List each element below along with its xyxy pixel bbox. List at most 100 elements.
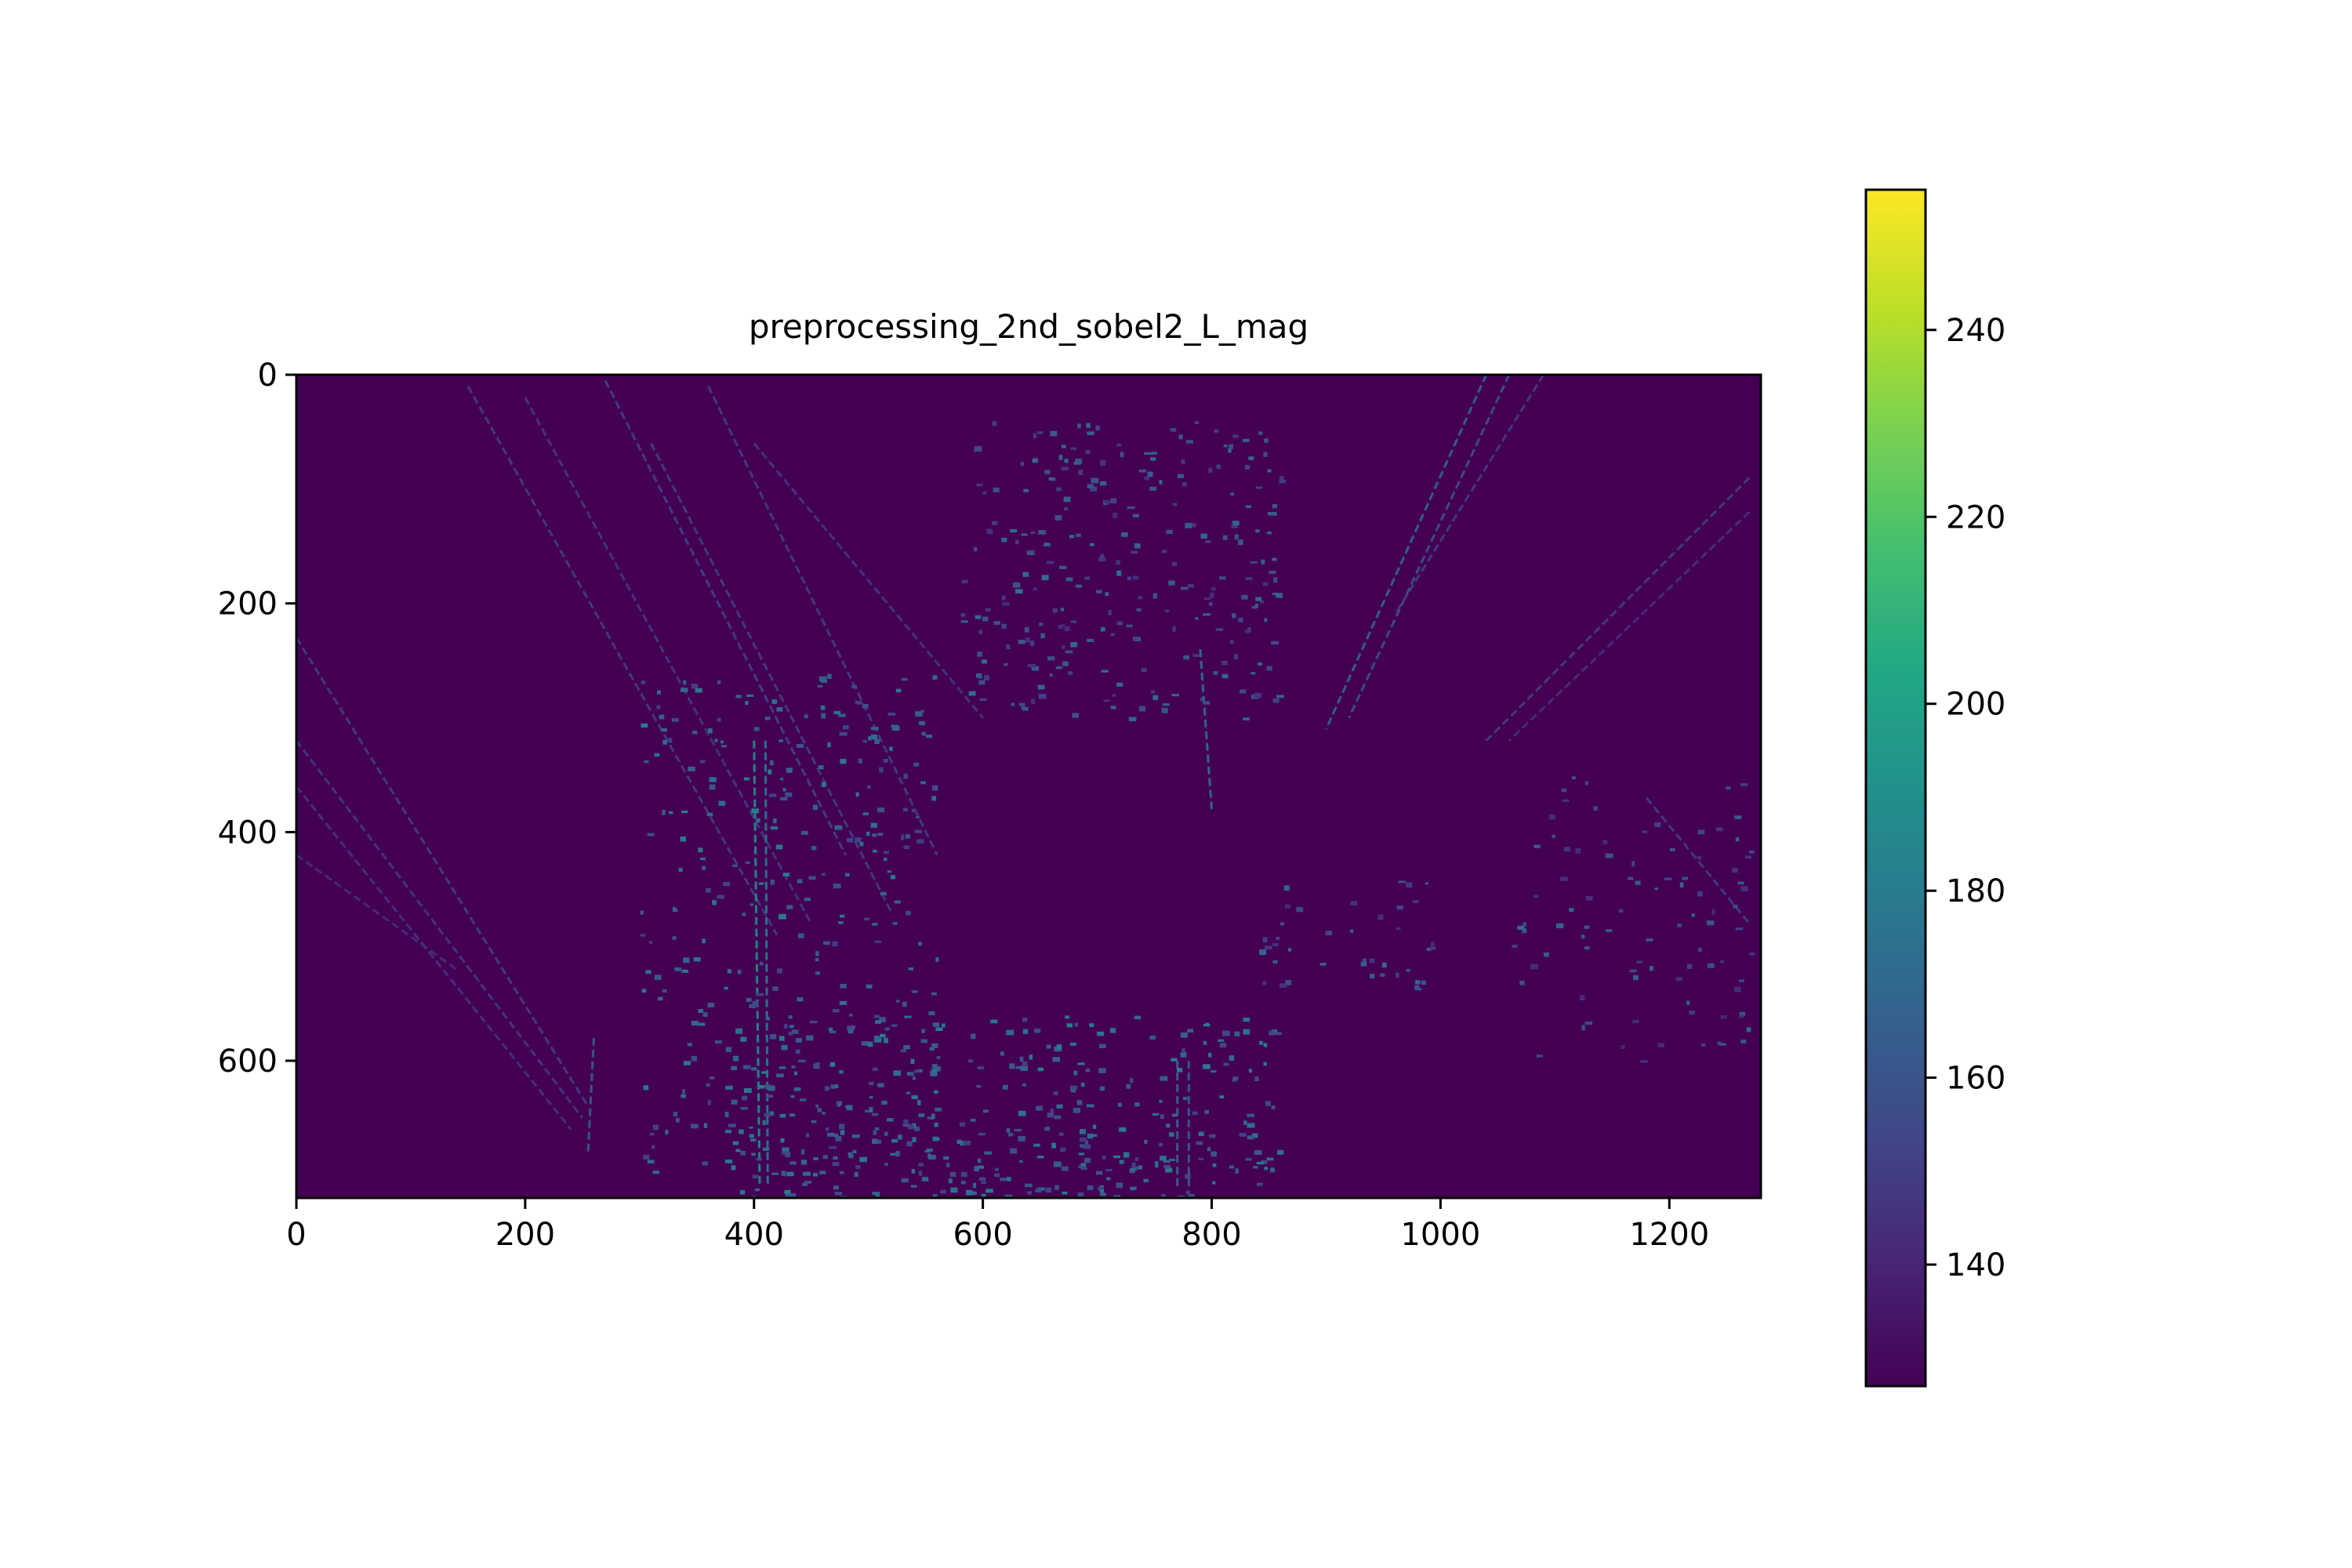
edge-speckle [1209,1134,1216,1138]
edge-speckle [1006,644,1010,649]
edge-speckle [848,1029,853,1033]
edge-speckle [1087,485,1094,488]
edge-speckle [1067,1023,1073,1027]
edge-speckle [884,1038,888,1044]
edge-speckle [973,1192,978,1196]
edge-speckle [1116,683,1123,687]
edge-speckle [1142,668,1147,672]
edge-speckle [1168,580,1175,585]
edge-speckle [1166,530,1172,534]
edge-speckle [1183,655,1189,659]
edge-speckle [1123,1152,1129,1158]
edge-speckle [1002,602,1010,605]
edge-speckle [856,792,859,797]
colorbar-tick-label: 220 [1946,499,2005,535]
colorbar: 140160180200220240 [1866,190,2005,1386]
edge-speckle [1138,1166,1142,1170]
edge-speckle [1186,440,1193,444]
edge-speckle [761,1071,768,1073]
edge-speckle [862,740,866,742]
edge-speckle [906,834,910,838]
edge-speckle [932,1064,938,1068]
edge-speckle [1130,1168,1135,1171]
edge-speckle [1726,786,1730,789]
edge-speckle [1178,434,1183,439]
edge-speckle [753,1001,759,1006]
edge-speckle [645,970,651,974]
edge-speckle [1042,575,1049,580]
y-tick-label: 200 [218,586,278,622]
edge-speckle [1370,974,1374,978]
edge-speckle [1014,1129,1022,1131]
edge-speckle [1171,694,1179,696]
edge-speckle [873,1068,878,1071]
edge-speckle [654,753,659,757]
edge-speckle [1159,480,1162,485]
edge-speckle [1070,1043,1076,1046]
edge-speckle [834,826,842,830]
edge-speckle [1025,627,1029,633]
edge-speckle [731,1066,737,1070]
edge-speckle [906,911,911,916]
edge-speckle [1628,877,1633,880]
edge-speckle [798,1060,805,1062]
edge-speckle [901,1049,906,1052]
edge-speckle [1229,445,1233,449]
edge-speckle [691,684,698,688]
edge-speckle [810,1021,818,1023]
edge-speckle [884,858,887,861]
edge-speckle [1277,1150,1283,1155]
edge-speckle [874,941,881,943]
edge-speckle [644,1085,649,1090]
edge-speckle [1120,1160,1124,1163]
edge-speckle [764,1113,771,1117]
edge-speckle [875,1127,880,1131]
edge-speckle [855,1172,858,1177]
edge-speckle [1586,896,1592,901]
edge-speckle [1000,1051,1004,1055]
edge-speckle [1056,488,1062,492]
edge-speckle [946,1163,950,1167]
edge-speckle [1575,848,1581,854]
edge-speckle [893,922,897,924]
edge-speckle [1654,822,1661,827]
edge-speckle [1162,550,1167,553]
edge-speckle [1101,670,1109,673]
edge-speckle [1736,837,1740,841]
edge-speckle [1736,927,1743,930]
edge-speckle [643,1155,649,1160]
edge-speckle [930,1071,937,1076]
edge-speckle [1250,561,1257,564]
edge-speckle [801,1149,805,1155]
edge-speckle [866,985,873,989]
edge-speckle [776,707,782,711]
edge-speckle [1171,428,1177,432]
edge-speckle [753,1174,758,1178]
edge-speckle [1196,1142,1203,1145]
edge-speckle [1276,937,1279,940]
edge-speckle [768,769,771,774]
x-tick-label: 400 [724,1217,784,1253]
edge-speckle [1209,602,1212,606]
edge-speckle [1007,1177,1011,1181]
edge-speckle [785,793,792,797]
edge-speckle [779,914,786,920]
edge-speckle [891,1139,898,1142]
edge-speckle [1059,566,1066,569]
edge-speckle [773,818,777,823]
edge-speckle [1270,1167,1275,1172]
edge-speckle [1716,827,1723,831]
edge-speckle [683,957,689,963]
edge-speckle [1214,671,1218,675]
edge-speckle [1028,664,1036,667]
edge-speckle [1279,983,1287,987]
edge-speckle [935,1123,938,1127]
edge-speckle [1070,1086,1077,1091]
edge-speckle [833,1185,839,1189]
edge-speckle [840,1171,844,1174]
edge-speckle [920,781,926,784]
edge-speckle [1133,575,1138,579]
edge-speckle [661,728,667,732]
edge-speckle [1033,434,1036,439]
edge-speckle [1181,1033,1188,1038]
